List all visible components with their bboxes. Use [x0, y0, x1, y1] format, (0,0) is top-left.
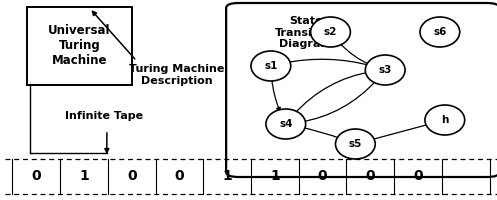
FancyArrowPatch shape [300, 80, 377, 124]
Text: s5: s5 [349, 139, 362, 149]
FancyArrowPatch shape [298, 126, 342, 140]
FancyBboxPatch shape [226, 3, 497, 177]
Text: s4: s4 [279, 119, 293, 129]
Text: 1: 1 [79, 170, 89, 184]
Ellipse shape [311, 17, 350, 47]
FancyArrowPatch shape [272, 78, 280, 111]
Ellipse shape [420, 17, 460, 47]
Ellipse shape [335, 129, 375, 159]
FancyArrowPatch shape [283, 59, 372, 67]
Text: s1: s1 [264, 61, 277, 71]
Text: s2: s2 [324, 27, 337, 37]
Text: State
Transition
Diagram: State Transition Diagram [274, 16, 337, 49]
FancyArrowPatch shape [367, 123, 431, 141]
Text: Infinite Tape: Infinite Tape [65, 111, 144, 121]
Text: s6: s6 [433, 27, 446, 37]
Ellipse shape [365, 55, 405, 85]
FancyArrowPatch shape [338, 42, 372, 66]
Text: 0: 0 [127, 170, 137, 184]
Text: Universal
Turing
Machine: Universal Turing Machine [48, 24, 111, 68]
Ellipse shape [425, 105, 465, 135]
Text: 0: 0 [365, 170, 375, 184]
Text: 0: 0 [413, 170, 423, 184]
Text: s3: s3 [379, 65, 392, 75]
FancyArrowPatch shape [294, 70, 371, 114]
Text: Turing Machine
Description: Turing Machine Description [129, 64, 224, 86]
Ellipse shape [266, 109, 306, 139]
FancyBboxPatch shape [27, 7, 132, 85]
Text: h: h [441, 115, 448, 125]
Ellipse shape [251, 51, 291, 81]
Text: 0: 0 [31, 170, 41, 184]
Text: 1: 1 [222, 170, 232, 184]
Text: 1: 1 [270, 170, 280, 184]
Text: 0: 0 [174, 170, 184, 184]
Text: 0: 0 [318, 170, 328, 184]
